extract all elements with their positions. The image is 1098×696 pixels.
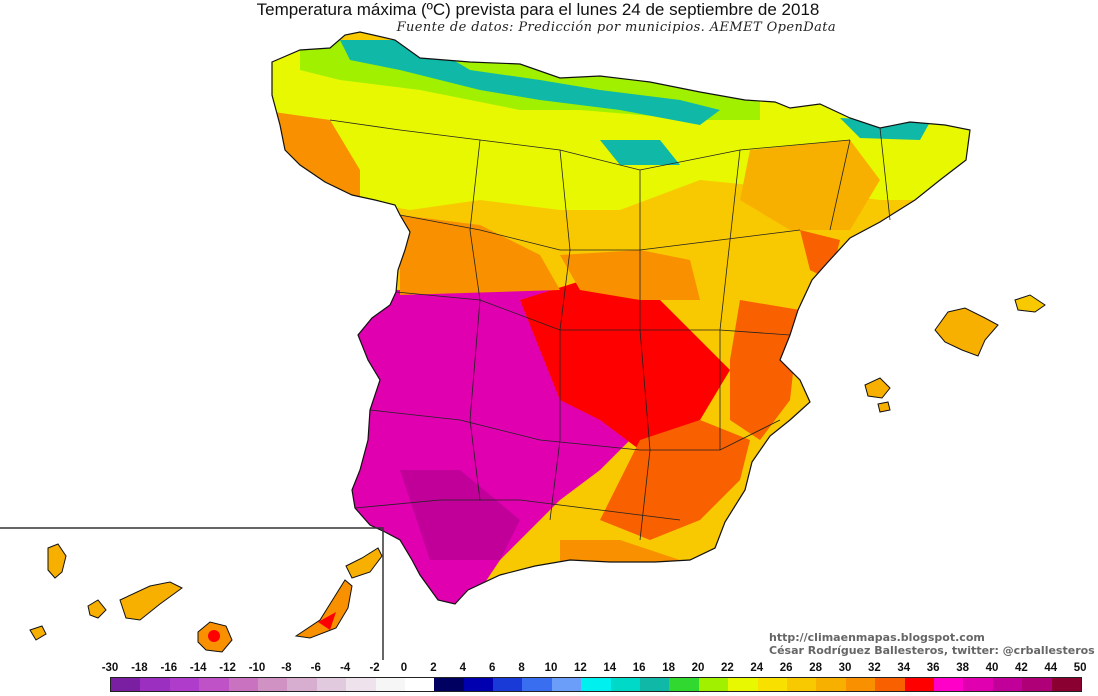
legend-swatch (316, 678, 347, 691)
legend-tick-label: 10 (544, 662, 558, 674)
legend-tick-label: 32 (867, 662, 881, 674)
legend-swatch (375, 678, 405, 691)
legend-swatch (698, 678, 729, 691)
legend-tick-label: 8 (518, 662, 525, 674)
legend-swatch (551, 678, 582, 691)
legend-swatch (581, 678, 611, 691)
legend-tick-label: 42 (1014, 662, 1028, 674)
legend-tick-label: 2 (430, 662, 437, 674)
legend-tick-label: -18 (131, 662, 148, 674)
legend-swatch (404, 678, 435, 691)
legend-swatch (434, 678, 464, 691)
legend-swatch (816, 678, 846, 691)
legend-swatch (522, 678, 552, 691)
legend-tick-label: -14 (189, 662, 207, 674)
legend-tick-label: 22 (720, 662, 734, 674)
canary-islands-inset (0, 527, 384, 660)
map-title: Temperatura máxima (ºC) prevista para el… (256, 0, 820, 19)
balearic-islands (864, 294, 1046, 413)
legend-swatch (111, 678, 141, 691)
legend-tick-label: 0 (400, 662, 408, 674)
legend-swatch (963, 678, 993, 691)
legend-swatch (992, 678, 1023, 691)
legend-tick-label: 38 (956, 662, 969, 674)
legend-tick-label: -10 (248, 662, 266, 674)
legend-swatch (1051, 678, 1081, 691)
legend-tick-labels: -30 -18 -16 -14 -12 -10 -8 -6 -4 -2 0 2 4 6 8 10 12 14 16 1… (0, 662, 1098, 676)
legend-tick-label: -2 (369, 662, 380, 674)
legend-tick-label: 34 (897, 662, 911, 674)
credits-url: http://climaenmapas.blogspot.com (769, 631, 985, 644)
data-source-subtitle: Fuente de datos: Predicción por municipi… (396, 20, 836, 35)
legend-swatch (640, 678, 670, 691)
legend-swatch (933, 678, 964, 691)
legend-tick-label: -6 (310, 662, 321, 674)
legend-swatch (199, 678, 229, 691)
legend-tick-label: 44 (1044, 662, 1058, 674)
legend-tick-label: -16 (160, 662, 178, 674)
legend-swatch (257, 678, 288, 691)
legend-swatch (875, 678, 905, 691)
legend-tick-label: 20 (691, 662, 705, 674)
legend-swatch (493, 678, 523, 691)
legend-tick-label: 12 (573, 662, 587, 674)
legend-tick-label: 16 (632, 662, 646, 674)
legend-tick-label: 24 (750, 662, 764, 674)
legend-tick-label: 26 (779, 662, 793, 674)
peninsula (271, 31, 971, 605)
legend-swatch (669, 678, 699, 691)
legend-swatch (346, 678, 376, 691)
legend-tick-label: 40 (985, 662, 999, 674)
legend-tick-label: -12 (219, 662, 236, 674)
legend-swatch (228, 678, 258, 691)
legend-swatch (169, 678, 200, 691)
legend-tick-label: 36 (926, 662, 940, 674)
legend-tick-label: 6 (488, 662, 496, 674)
legend-swatch (463, 678, 494, 691)
temperature-map (0, 31, 1046, 660)
legend-tick-label: -8 (281, 662, 292, 674)
legend-swatch (845, 678, 876, 691)
legend-tick-label: -4 (340, 662, 351, 674)
legend-tick-label: 28 (809, 662, 822, 674)
legend-color-bar (110, 677, 1082, 692)
credits: http://climaenmapas.blogspot.com César R… (769, 631, 1095, 657)
legend-swatch (904, 678, 934, 691)
credits-author: César Rodríguez Ballesteros, twitter: @c… (769, 644, 1095, 657)
legend-tick-label: 4 (459, 662, 466, 674)
legend-tick-label: 14 (603, 662, 617, 674)
legend-tick-label: 50 (1073, 662, 1087, 674)
legend-swatch (287, 678, 317, 691)
legend-swatch (1022, 678, 1052, 691)
legend-swatch (610, 678, 641, 691)
legend-tick-label: -30 (101, 662, 119, 674)
legend-swatch (786, 678, 817, 691)
legend-tick-label: 18 (662, 662, 675, 674)
legend-swatch (728, 678, 758, 691)
legend-tick-label: 30 (838, 662, 852, 674)
legend-swatch (140, 678, 170, 691)
legend-swatch (757, 678, 787, 691)
